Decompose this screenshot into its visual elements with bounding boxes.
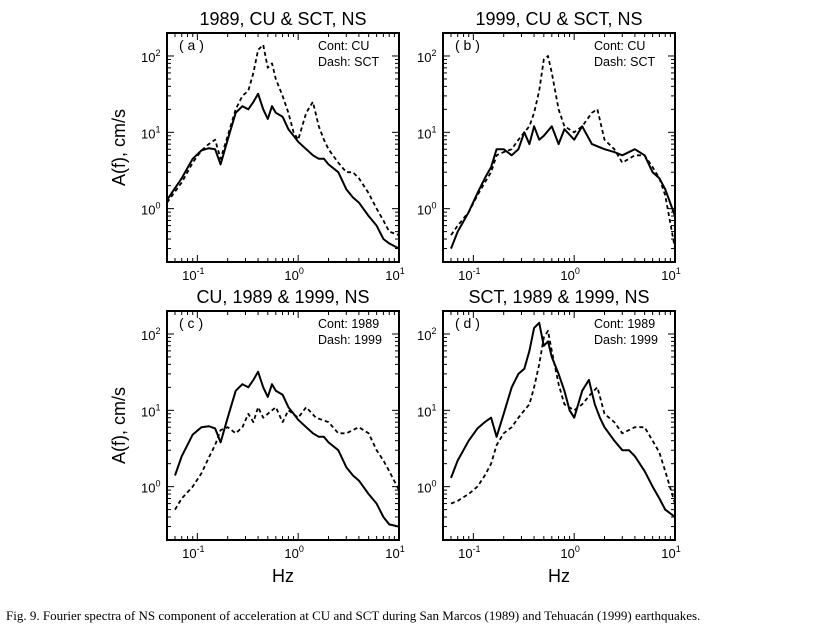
legend-solid-entry: Cont: CU bbox=[594, 39, 645, 53]
panel-title: SCT, 1989 & 1999, NS bbox=[468, 287, 649, 307]
series-line-sct bbox=[167, 43, 399, 236]
panel-label: ( d ) bbox=[455, 315, 480, 331]
y-tick-label: 101 bbox=[141, 402, 160, 419]
y-tick-label: 100 bbox=[417, 201, 436, 218]
series-line-cu bbox=[450, 125, 675, 249]
x-tick-label: 101 bbox=[661, 266, 680, 283]
series-line-cu bbox=[167, 92, 399, 250]
x-tick-label: 10-1 bbox=[458, 544, 480, 561]
legend-solid-entry: Cont: 1989 bbox=[318, 317, 379, 331]
x-tick-label: 101 bbox=[385, 544, 404, 561]
y-tick-label: 100 bbox=[141, 201, 160, 218]
series-line-1999 bbox=[174, 406, 399, 511]
panel-title: CU, 1989 & 1999, NS bbox=[196, 287, 369, 307]
x-tick-label: 10-1 bbox=[458, 266, 480, 283]
legend-dash-entry: Dash: 1999 bbox=[594, 333, 658, 347]
x-tick-label: 100 bbox=[560, 266, 579, 283]
x-tick-label: 100 bbox=[284, 544, 303, 561]
x-tick-label: 100 bbox=[560, 544, 579, 561]
x-axis-label: Hz bbox=[272, 566, 294, 586]
series-line-1989 bbox=[174, 370, 399, 528]
panel-title: 1989, CU & SCT, NS bbox=[199, 9, 366, 29]
x-axis-label: Hz bbox=[548, 566, 570, 586]
y-axis-label: A(f), cm/s bbox=[109, 109, 129, 186]
panel-title: 1999, CU & SCT, NS bbox=[475, 9, 642, 29]
y-tick-label: 102 bbox=[141, 48, 160, 65]
x-tick-label: 10-1 bbox=[182, 266, 204, 283]
figure-caption: Fig. 9. Fourier spectra of NS component … bbox=[6, 608, 701, 623]
chart-panel-c: CU, 1989 & 1999, NS 10-1 100 101 100 101 102 ( … bbox=[109, 287, 405, 586]
legend-solid-entry: Cont: 1989 bbox=[594, 317, 655, 331]
chart-panel-d: SCT, 1989 & 1999, NS 10-1 100 101 100 101 102 (… bbox=[417, 287, 681, 586]
y-axis-label: A(f), cm/s bbox=[109, 387, 129, 464]
legend-dash-entry: Dash: 1999 bbox=[318, 333, 382, 347]
legend-dash-entry: Dash: SCT bbox=[318, 55, 379, 69]
chart-panel-a: 1989, CU & SCT, NS 10-1 100 101 100 101 102 ( a… bbox=[109, 9, 405, 283]
x-tick-label: 101 bbox=[661, 544, 680, 561]
y-tick-label: 100 bbox=[141, 479, 160, 496]
y-tick-label: 101 bbox=[417, 402, 436, 419]
panel-label: ( a ) bbox=[179, 37, 204, 53]
y-tick-label: 101 bbox=[417, 124, 436, 141]
legend-solid-entry: Cont: CU bbox=[318, 39, 369, 53]
x-tick-label: 100 bbox=[284, 266, 303, 283]
x-tick-label: 10-1 bbox=[182, 544, 204, 561]
y-tick-label: 102 bbox=[417, 48, 436, 65]
panel-label: ( c ) bbox=[179, 315, 203, 331]
x-tick-label: 101 bbox=[385, 266, 404, 283]
series-line-sct bbox=[450, 55, 675, 249]
series-line-1999 bbox=[450, 329, 675, 505]
series-line-1989 bbox=[450, 321, 675, 518]
panel-label: ( b ) bbox=[455, 37, 480, 53]
y-tick-label: 102 bbox=[417, 326, 436, 343]
chart-panel-b: 1999, CU & SCT, NS 10-1 100 101 100 101 102 ( b… bbox=[417, 9, 681, 283]
y-tick-label: 102 bbox=[141, 326, 160, 343]
y-tick-label: 100 bbox=[417, 479, 436, 496]
y-tick-label: 101 bbox=[141, 124, 160, 141]
legend-dash-entry: Dash: SCT bbox=[594, 55, 655, 69]
